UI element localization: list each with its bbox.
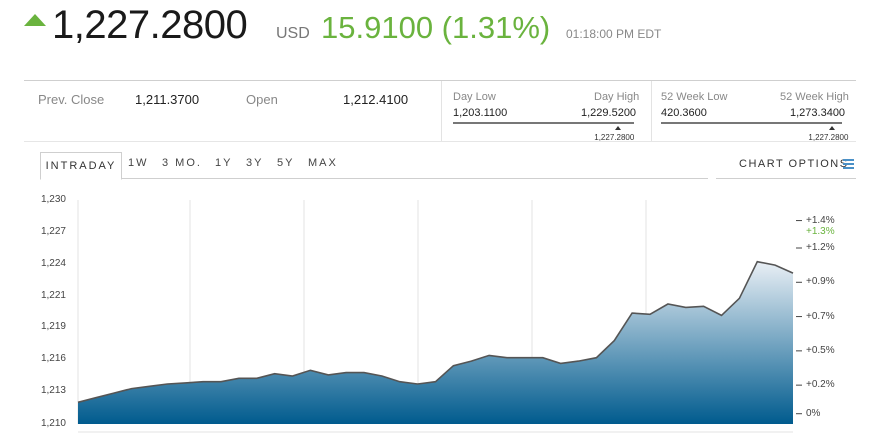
y-tick-label-percent: +0.5% [806,344,835,356]
currency-label: USD [276,25,310,42]
52wk-high-label: 52 Week High [780,91,849,103]
y-tick-label-percent: +1.4% [806,214,835,226]
52wk-low-value: 420.3600 [661,107,707,119]
quote-time: 01:18:00 PM EDT [566,27,662,41]
price-area [78,261,793,424]
y-tick-label-percent: 0% [806,407,821,419]
open-value: 1,212.4100 [343,92,409,107]
prev-close-label: Prev. Close [38,92,105,107]
y-tick-label: 1,221 [40,290,66,301]
y-tick-label-percent: +0.7% [806,310,835,322]
y-tick-label: 1,213 [40,385,66,396]
chart-options-button[interactable]: CHART OPTIONS [716,152,856,179]
52wk-low-label: 52 Week Low [661,91,728,103]
y-tick-label-percent: +0.2% [806,379,835,391]
tab-max[interactable]: MAX [308,157,338,169]
y-tick-label: 1,210 [40,418,66,429]
day-low-label: Day Low [453,91,496,103]
y-tick-label-percent: +1.3% [806,226,835,238]
y-tick-label: 1,219 [40,321,66,332]
hamburger-menu-icon [843,159,854,169]
divider [24,141,856,142]
y-tick-label: 1,230 [40,194,66,205]
tab-5y[interactable]: 5Y [277,157,295,169]
y-tick-label-percent: +1.2% [806,242,835,253]
tab-3y[interactable]: 3Y [246,157,264,169]
day-range-marker-value: 1,227.2800 [594,133,635,142]
day-range-marker-icon [615,126,622,130]
y-tick-label-percent: +0.9% [806,276,835,288]
price-change: 15.9100 (1.31%) [321,10,551,45]
day-high-label: Day High [594,91,640,103]
tab-intraday[interactable]: INTRADAY [40,152,122,180]
52wk-range-bar [661,122,842,124]
y-tick-label: 1,227 [40,226,66,237]
y-tick-label: 1,216 [40,353,66,364]
day-low-value: 1,203.1100 [453,107,508,119]
tabs-underline [121,178,708,179]
chart-options-label: CHART OPTIONS [739,158,849,170]
price-line [77,260,794,404]
tab-1w[interactable]: 1W [128,157,149,169]
52wk-range-marker-icon [829,126,836,130]
divider [651,81,652,141]
divider [24,80,856,81]
day-range-bar [453,122,634,124]
y-tick-label: 1,224 [40,258,66,269]
tab-3mo[interactable]: 3 MO. [162,157,202,169]
up-arrow-icon [24,14,46,26]
day-high-value: 1,229.5200 [581,107,637,119]
open-label: Open [246,92,278,107]
current-price: 1,227.2800 [52,3,248,47]
52wk-high-value: 1,273.3400 [790,107,846,119]
52wk-range-marker-value: 1,227.2800 [808,133,849,142]
prev-close-value: 1,211.3700 [135,92,200,107]
tab-1y[interactable]: 1Y [215,157,233,169]
divider [441,81,442,141]
